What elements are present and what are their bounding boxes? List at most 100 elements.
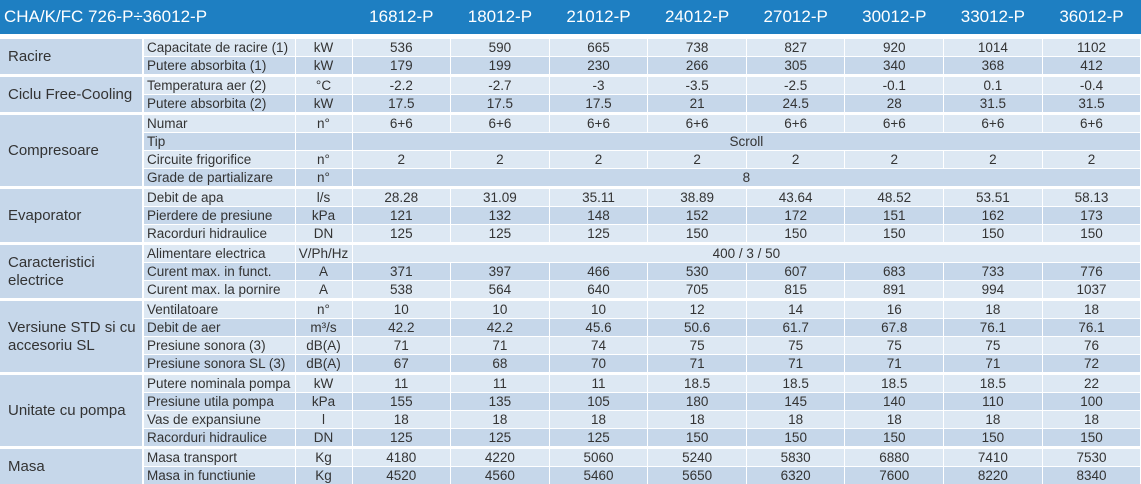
value-cell: 1014 (944, 39, 1043, 57)
value-cell: -3 (549, 76, 648, 95)
value-cell: 67.8 (845, 319, 944, 337)
value-cell: 172 (746, 207, 845, 225)
value-cell: 994 (944, 281, 1043, 300)
value-cell: 6+6 (845, 114, 944, 133)
value-cell: 564 (451, 281, 550, 300)
value-cell: 22 (1042, 374, 1141, 393)
value-cell: 71 (352, 337, 451, 355)
group-label: Caracteristici electrice (0, 244, 143, 300)
parameter-label: Presiune utila pompa (143, 393, 295, 411)
value-cell: 151 (845, 207, 944, 225)
value-cell: 179 (352, 57, 451, 76)
value-cell: 2 (549, 151, 648, 169)
shared-value-cell: 400 / 3 / 50 (352, 244, 1141, 263)
value-cell: 1037 (1042, 281, 1141, 300)
parameter-label: Pierdere de presiune (143, 207, 295, 225)
value-cell: -0.1 (845, 76, 944, 95)
parameter-label: Racorduri hidraulice (143, 225, 295, 244)
value-cell: 71 (648, 355, 747, 374)
value-cell: 105 (549, 393, 648, 411)
value-cell: 340 (845, 57, 944, 76)
value-cell: 683 (845, 263, 944, 281)
unit-label: DN (295, 429, 352, 448)
value-cell: 4520 (352, 467, 451, 484)
value-cell: 135 (451, 393, 550, 411)
value-cell: 31.5 (944, 95, 1043, 114)
value-cell: 6+6 (648, 114, 747, 133)
parameter-label: Debit de apa (143, 188, 295, 207)
unit-label: A (295, 281, 352, 300)
value-cell: 412 (1042, 57, 1141, 76)
value-cell: 18 (451, 411, 550, 429)
value-cell: 155 (352, 393, 451, 411)
value-cell: 8220 (944, 467, 1043, 484)
value-cell: 530 (648, 263, 747, 281)
value-cell: 50.6 (648, 319, 747, 337)
value-cell: 70 (549, 355, 648, 374)
value-cell: 150 (944, 225, 1043, 244)
value-cell: 18 (648, 411, 747, 429)
value-cell: 738 (648, 39, 747, 57)
value-cell: 173 (1042, 207, 1141, 225)
value-cell: 536 (352, 39, 451, 57)
unit-label: kW (295, 57, 352, 76)
value-cell: 665 (549, 39, 648, 57)
value-cell: 152 (648, 207, 747, 225)
value-cell: 2 (746, 151, 845, 169)
parameter-label: Curent max. in funct. (143, 263, 295, 281)
value-cell: 230 (549, 57, 648, 76)
parameter-label: Vas de expansiune (143, 411, 295, 429)
unit-label: l/s (295, 188, 352, 207)
value-cell: 5830 (746, 448, 845, 467)
value-cell: 125 (352, 225, 451, 244)
parameter-label: Racorduri hidraulice (143, 429, 295, 448)
value-cell: 71 (845, 355, 944, 374)
value-cell: 4560 (451, 467, 550, 484)
unit-label: n° (295, 169, 352, 188)
unit-label: kPa (295, 207, 352, 225)
group-label: Compresoare (0, 114, 143, 188)
value-cell: 538 (352, 281, 451, 300)
table-title: CHA/K/FC 726-P÷36012-P (0, 0, 352, 34)
value-cell: 125 (451, 429, 550, 448)
parameter-label: Curent max. la pornire (143, 281, 295, 300)
value-cell: 76 (1042, 337, 1141, 355)
value-cell: 180 (648, 393, 747, 411)
value-cell: -3.5 (648, 76, 747, 95)
value-cell: 28 (845, 95, 944, 114)
value-cell: 38.89 (648, 188, 747, 207)
parameter-label: Capacitate de racire (1) (143, 39, 295, 57)
group-label: Ciclu Free-Cooling (0, 76, 143, 114)
value-cell: 6880 (845, 448, 944, 467)
value-cell: 145 (746, 393, 845, 411)
value-cell: 150 (944, 429, 1043, 448)
value-cell: 733 (944, 263, 1043, 281)
value-cell: 4180 (352, 448, 451, 467)
value-cell: 150 (845, 225, 944, 244)
value-cell: -0.4 (1042, 76, 1141, 95)
value-cell: 590 (451, 39, 550, 57)
value-cell: 110 (944, 393, 1043, 411)
value-cell: 71 (944, 355, 1043, 374)
model-header: 33012-P (944, 0, 1043, 34)
value-cell: 18.5 (746, 374, 845, 393)
parameter-label: Presiune sonora (3) (143, 337, 295, 355)
value-cell: 18.5 (845, 374, 944, 393)
value-cell: 72 (1042, 355, 1141, 374)
parameter-label: Putere absorbita (2) (143, 95, 295, 114)
value-cell: 148 (549, 207, 648, 225)
value-cell: 466 (549, 263, 648, 281)
